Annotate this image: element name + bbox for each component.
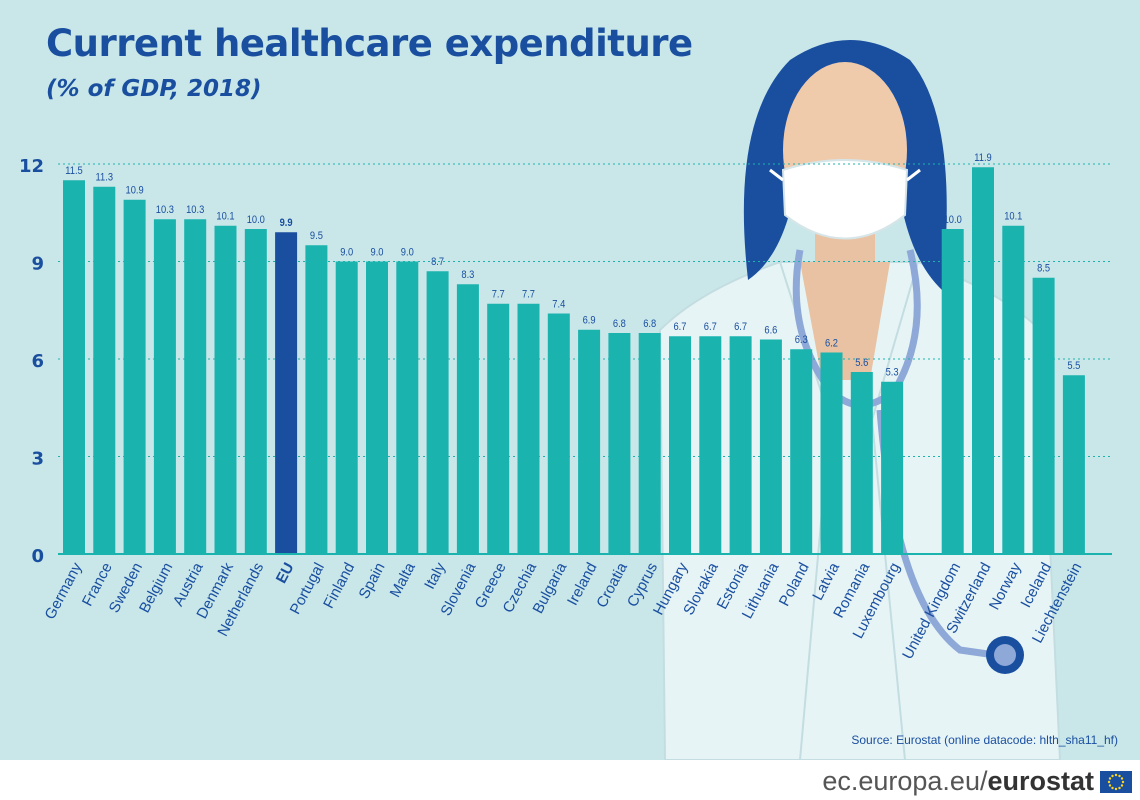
- value-label: 6.8: [643, 318, 656, 330]
- category-label: EU: [273, 560, 298, 586]
- bar-estonia: [729, 336, 752, 554]
- value-labels: 11.5 11.3 10.9 10.3 10.3 10.1 10.0 9.9 9.5 9.0 9.0…: [65, 153, 1080, 379]
- bar-malta: [396, 261, 419, 554]
- bar-finland: [335, 261, 358, 554]
- bar-czechia: [517, 303, 540, 554]
- footer-site: ec.europa.eu/: [822, 766, 988, 796]
- value-label: 11.3: [96, 172, 114, 184]
- bar-ireland: [578, 329, 601, 554]
- bar-lithuania: [759, 339, 782, 554]
- face-mask: [781, 159, 909, 240]
- value-label: 11.9: [974, 153, 992, 165]
- bar-switzerland: [972, 167, 994, 554]
- bar-cyprus: [638, 333, 661, 554]
- mask-strap-right: [906, 168, 921, 182]
- value-label: 10.0: [247, 214, 265, 226]
- value-label: 8.3: [461, 270, 474, 282]
- bar-denmark: [214, 225, 237, 554]
- value-label: 10.1: [1004, 211, 1022, 223]
- value-label: 6.2: [825, 338, 838, 350]
- bar-portugal: [305, 245, 328, 554]
- y-tick-label: 12: [19, 156, 44, 177]
- bar-romania: [850, 372, 873, 554]
- footer: ec.europa.eu/eurostat: [0, 760, 1140, 800]
- value-label: 9.0: [401, 247, 414, 259]
- y-axis: 0 3 6 9 12: [19, 156, 44, 567]
- value-label: 6.8: [613, 318, 626, 330]
- bar-latvia: [820, 352, 843, 554]
- bar-belgium: [153, 219, 176, 554]
- value-label: 6.6: [764, 325, 777, 337]
- infographic: 0 3 6 9 12 11.5 11.3 10.9 10.3 10.3 10.1 10.0 9.9 9.…: [0, 0, 1140, 760]
- bar-spain: [366, 261, 388, 554]
- value-label: 10.3: [186, 205, 204, 217]
- value-label: 5.3: [886, 367, 899, 379]
- stethoscope-chestpiece-inner: [994, 644, 1016, 666]
- y-tick-label: 3: [31, 449, 44, 470]
- bar-greece: [487, 303, 510, 554]
- bar-croatia: [608, 333, 631, 554]
- value-label: 7.4: [552, 299, 565, 311]
- bar-germany: [63, 180, 85, 554]
- mask-strap-left: [769, 168, 784, 182]
- value-label: 10.3: [156, 205, 174, 217]
- y-tick-label: 0: [31, 546, 44, 567]
- value-label: 9.0: [371, 247, 384, 259]
- value-label: 6.7: [704, 322, 717, 334]
- category-label: Spain: [356, 560, 389, 602]
- bar-poland: [790, 349, 813, 554]
- value-label: 5.5: [1067, 361, 1080, 373]
- value-label: 10.9: [126, 185, 144, 197]
- value-label: 8.7: [431, 257, 444, 269]
- bar-austria: [184, 219, 207, 554]
- category-label: Italy: [421, 559, 449, 592]
- category-label: Malta: [387, 559, 420, 600]
- bar-slovakia: [699, 336, 722, 554]
- value-label: 6.7: [674, 322, 687, 334]
- bar-bulgaria: [547, 313, 570, 554]
- bar-hungary: [669, 336, 691, 554]
- bars: [63, 167, 1085, 554]
- category-label: Germany: [42, 559, 86, 622]
- value-label: 10.1: [216, 211, 234, 223]
- value-label: 6.9: [583, 315, 596, 327]
- source-note: Source: Eurostat (online datacode: hlth_…: [851, 733, 1118, 747]
- eu-flag-icon: [1100, 771, 1132, 793]
- bar-sweden: [123, 199, 146, 554]
- bar-slovenia: [456, 284, 479, 554]
- bar-chart: 0 3 6 9 12 11.5 11.3 10.9 10.3 10.3 10.1 10.0 9.9 9.…: [19, 40, 1112, 760]
- value-label: 6.7: [734, 322, 747, 334]
- y-tick-label: 9: [31, 254, 44, 275]
- value-label: 6.3: [795, 335, 808, 347]
- bar-italy: [426, 271, 449, 554]
- doctor-chest: [800, 262, 890, 380]
- bar-liechtenstein: [1062, 375, 1085, 554]
- value-label: 9.9: [280, 218, 293, 230]
- bar-netherlands: [244, 229, 267, 554]
- value-label: 7.7: [522, 289, 535, 301]
- value-label: 9.0: [340, 247, 353, 259]
- bar-iceland: [1032, 277, 1055, 554]
- value-label: 10.0: [944, 214, 962, 226]
- bar-norway: [1002, 225, 1025, 554]
- value-label: 5.6: [855, 357, 868, 369]
- chart-subtitle: (% of GDP, 2018): [46, 76, 262, 102]
- bar-eu: [275, 232, 298, 554]
- value-label: 11.5: [65, 166, 83, 178]
- bar-united-kingdom: [941, 229, 964, 554]
- bar-luxembourg: [881, 381, 904, 554]
- footer-brand: eurostat: [987, 766, 1094, 796]
- value-label: 8.5: [1037, 263, 1050, 275]
- value-label: 7.7: [492, 289, 505, 301]
- chart-title: Current healthcare expenditure: [46, 22, 693, 65]
- bar-france: [93, 186, 116, 554]
- y-tick-label: 6: [31, 351, 44, 372]
- value-label: 9.5: [310, 231, 323, 243]
- footer-link[interactable]: ec.europa.eu/eurostat: [822, 766, 1094, 797]
